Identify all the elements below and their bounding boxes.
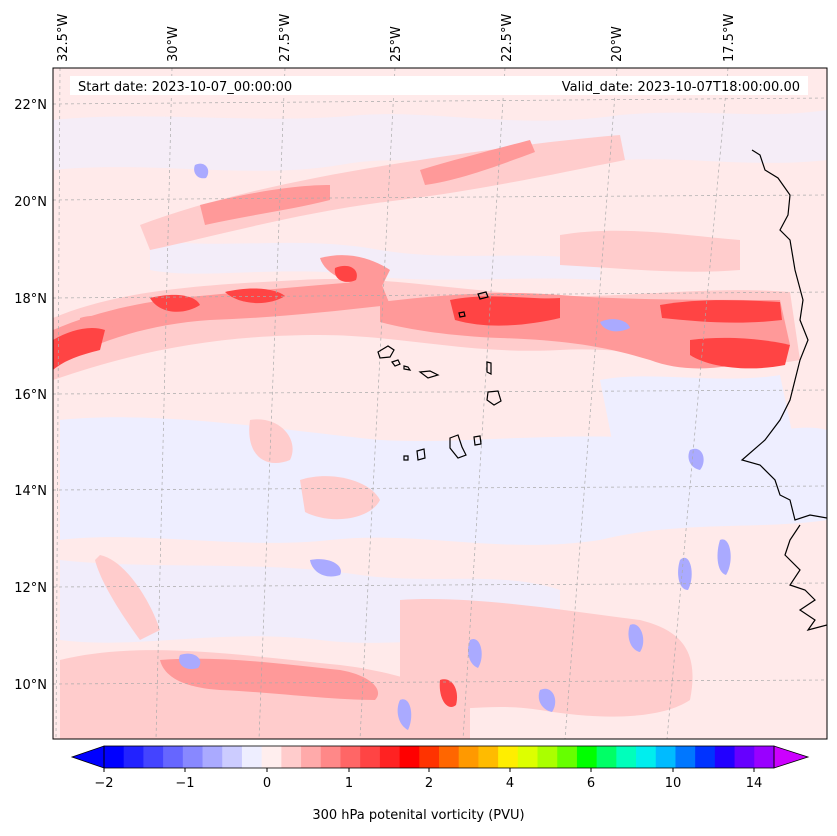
- valid-date-text: Valid_date: 2023-10-07T18:00:00.00: [562, 80, 800, 95]
- cb-tick-label: 4: [506, 776, 514, 791]
- lon-label-25w: 25°W: [389, 26, 404, 62]
- lon-label-17-5w: 17.5°W: [722, 14, 737, 62]
- cape-verde-islands: [377, 291, 502, 461]
- negative-pv-areas: [179, 163, 731, 730]
- colorbar-cell: [419, 746, 440, 768]
- colorbar-cell: [576, 746, 598, 768]
- colorbar-cell: [163, 746, 184, 768]
- cb-tick-label: 14: [746, 776, 763, 791]
- colorbar-cell: [714, 746, 736, 768]
- lat-label-10n: 10°N: [14, 678, 47, 693]
- africa-coastline: [740, 149, 827, 631]
- cb-tick-label: 0: [263, 776, 271, 791]
- colorbar-cell: [202, 746, 223, 768]
- colorbar-cell: [655, 746, 676, 768]
- colorbar-cell: [616, 746, 637, 768]
- colorbar-tick-labels: −2 −1 0 1 2 4 6 10 14: [94, 776, 762, 791]
- latitude-labels: 22°N 20°N 18°N 16°N 14°N 12°N 10°N: [14, 98, 47, 693]
- colorbar-frame: [103, 745, 775, 769]
- colorbar-cell: [104, 746, 125, 768]
- colorbar-cells: [104, 746, 775, 768]
- cb-tick-label: 6: [587, 776, 595, 791]
- lat-label-14n: 14°N: [14, 484, 47, 499]
- colorbar-cell: [182, 746, 204, 768]
- colorbar-cell: [478, 746, 499, 768]
- lon-label-20w: 20°W: [610, 26, 625, 62]
- start-date-text: Start date: 2023-10-07_00:00:00: [78, 80, 292, 95]
- colorbar-cell: [281, 746, 302, 768]
- map-panel: Start date: 2023-10-07_00:00:00 Valid_da…: [53, 68, 827, 739]
- colorbar-cell: [557, 746, 578, 768]
- cb-tick-label: 10: [665, 776, 682, 791]
- colorbar-cell: [301, 746, 322, 768]
- lat-label-22n: 22°N: [14, 98, 47, 113]
- lon-label-22-5w: 22.5°W: [500, 14, 515, 62]
- lon-label-27-5w: 27.5°W: [278, 14, 293, 62]
- colorbar-cell: [675, 746, 696, 768]
- lat-label-12n: 12°N: [14, 581, 47, 596]
- cb-tick-label: 2: [425, 776, 433, 791]
- colorbar-cell: [596, 746, 617, 768]
- colorbar-cell: [399, 746, 420, 768]
- colorbar-cell: [439, 746, 460, 768]
- colorbar-cell: [379, 746, 401, 768]
- colorbar-max-extend: [773, 745, 810, 769]
- colorbar-cell: [261, 746, 282, 768]
- date-info-box: [70, 76, 808, 95]
- colorbar-cell: [360, 746, 381, 768]
- colorbar-cell: [222, 746, 243, 768]
- colorbar-cell: [636, 746, 657, 768]
- lat-label-20n: 20°N: [14, 195, 47, 210]
- lon-label-30w: 30°W: [166, 26, 181, 62]
- colorbar-cell: [498, 746, 519, 768]
- colorbar-min-extend: [70, 745, 105, 769]
- cb-tick-label: 1: [345, 776, 353, 791]
- low-pv-areas: [53, 110, 827, 643]
- colorbar-caption: 300 hPa potenital vorticity (PVU): [312, 808, 525, 823]
- lon-label-32-5w: 32.5°W: [56, 14, 71, 62]
- colorbar-cell: [143, 746, 164, 768]
- colorbar-cell: [123, 746, 144, 768]
- cb-tick-label: −2: [94, 776, 113, 791]
- longitude-labels: 32.5°W 30°W 27.5°W 25°W 22.5°W 20°W 17.5…: [56, 14, 737, 62]
- lat-label-18n: 18°N: [14, 292, 47, 307]
- colorbar-cell: [340, 746, 361, 768]
- colorbar-cell: [754, 746, 775, 768]
- colorbar-cell: [458, 746, 479, 768]
- lat-label-16n: 16°N: [14, 388, 47, 403]
- colorbar-cell: [517, 746, 539, 768]
- colorbar-cell: [320, 746, 341, 768]
- pv-maximum-areas: [53, 265, 790, 708]
- map-gridlines: [53, 68, 827, 739]
- colorbar-cell: [734, 746, 755, 768]
- colorbar-cell: [241, 746, 263, 768]
- colorbar-cell: [537, 746, 558, 768]
- map-frame: [52, 67, 828, 740]
- colorbar-ticks: [103, 768, 755, 772]
- cb-tick-label: −1: [175, 776, 194, 791]
- colorbar-cell: [695, 746, 716, 768]
- colorbar: −2 −1 0 1 2 4 6 10 14: [70, 745, 810, 791]
